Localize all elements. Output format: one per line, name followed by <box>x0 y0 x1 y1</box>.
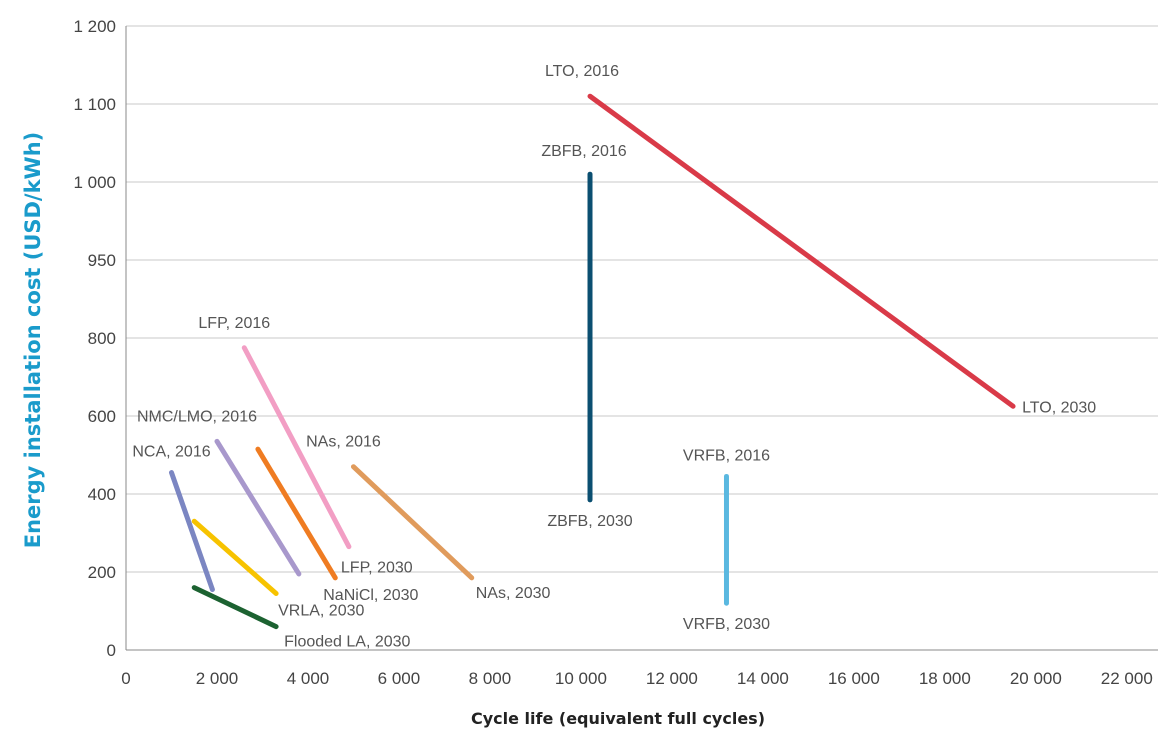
series-label-flooded-2030: Flooded LA, 2030 <box>284 634 410 651</box>
x-tick-label: 8 000 <box>469 669 512 688</box>
y-tick-labels: 0 200 400 600 800 950 1 000 1 100 1 200 <box>73 17 116 660</box>
series-label-nas-2030: NAs, 2030 <box>476 585 551 602</box>
y-tick-label: 800 <box>88 329 116 348</box>
series-line-vrla <box>191 518 279 596</box>
x-tick-label: 2 000 <box>196 669 239 688</box>
series-label-lfp-2016: LFP, 2016 <box>198 315 270 332</box>
series-label-lfp-2030: LFP, 2030 <box>341 560 413 577</box>
series-label-zbfb-2016: ZBFB, 2016 <box>541 143 626 160</box>
series-line-nca <box>168 470 215 593</box>
x-tick-labels: 0 2 000 4 000 6 000 8 000 10 000 12 000 14 000 1… <box>121 669 1153 688</box>
y-tick-label: 1 100 <box>73 95 116 114</box>
y-tick-label: 1 200 <box>73 17 116 36</box>
x-tick-label: 14 000 <box>737 669 789 688</box>
y-tick-label: 400 <box>88 485 116 504</box>
series-labels: LTO, 2016 LTO, 2030 ZBFB, 2016 ZBFB, 2030 VR… <box>132 63 1096 650</box>
x-tick-label: 20 000 <box>1010 669 1062 688</box>
x-tick-label: 10 000 <box>555 669 607 688</box>
series-label-nas-2016: NAs, 2016 <box>306 434 381 451</box>
series-label-vrfb-2016: VRFB, 2016 <box>683 447 770 464</box>
series-line-flooded <box>191 585 279 630</box>
x-tick-label: 6 000 <box>378 669 421 688</box>
y-tick-label: 200 <box>88 563 116 582</box>
series-label-vrfb-2030: VRFB, 2030 <box>683 616 770 633</box>
x-tick-label: 22 000 <box>1101 669 1153 688</box>
x-axis-title: Cycle life (equivalent full cycles) <box>471 709 765 728</box>
series-line-lfp <box>241 345 352 550</box>
x-tick-label: 18 000 <box>919 669 971 688</box>
series-label-vrla-2030: VRLA, 2030 <box>278 602 364 619</box>
series-line-nanicl <box>255 446 338 581</box>
series-label-lto-2030: LTO, 2030 <box>1022 399 1096 416</box>
x-tick-label: 4 000 <box>287 669 330 688</box>
series-line-lto <box>587 93 1016 409</box>
x-tick-label: 0 <box>121 669 130 688</box>
series-label-nca-2016: NCA, 2016 <box>132 444 210 461</box>
series-line-nas <box>350 464 475 581</box>
series-lines <box>168 93 1016 630</box>
gridlines <box>126 25 1158 573</box>
x-tick-label: 12 000 <box>646 669 698 688</box>
y-tick-label: 1 000 <box>73 173 116 192</box>
series-line-nmc <box>214 438 302 577</box>
series-label-lto-2016: LTO, 2016 <box>545 63 619 80</box>
y-axis-title: Energy installation cost (USD/kWh) <box>21 132 45 549</box>
x-tick-label: 16 000 <box>828 669 880 688</box>
y-tick-label: 0 <box>107 641 116 660</box>
axes <box>125 26 1158 651</box>
series-label-nanicl-2030: NaNiCl, 2030 <box>323 587 418 604</box>
y-tick-label: 950 <box>88 251 116 270</box>
series-label-nmc-2016: NMC/LMO, 2016 <box>137 408 257 425</box>
y-tick-label: 600 <box>88 407 116 426</box>
series-label-zbfb-2030: ZBFB, 2030 <box>547 513 632 530</box>
